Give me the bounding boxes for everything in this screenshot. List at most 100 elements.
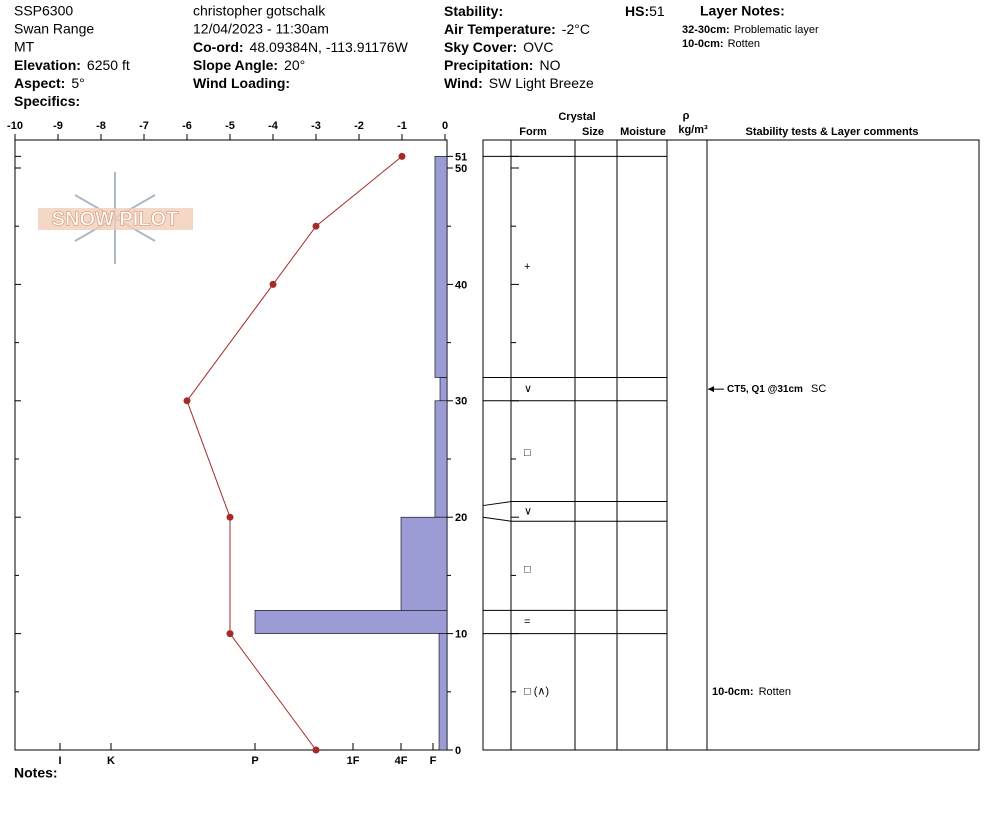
hs: HS:51 (625, 3, 665, 19)
rho: ρ (683, 110, 690, 122)
header-field: Air Temperature: -2°C (444, 21, 590, 37)
header-text: 12/04/2023 - 11:30am (193, 21, 329, 37)
hardness-label: I (58, 755, 61, 767)
field-value: -2°C (562, 21, 590, 37)
y-tick-label: 10 (455, 629, 467, 641)
grain-form: □ (524, 563, 531, 575)
hardness-label: K (107, 755, 115, 767)
y-tick-label: 30 (455, 396, 467, 408)
hardness-label: 4F (395, 755, 408, 767)
grain-form: ∨ (524, 383, 532, 395)
temperature-point (226, 513, 234, 521)
x-tick-label: -4 (268, 120, 279, 132)
y-tick-label: 51 (455, 151, 467, 163)
grain-form: = (524, 616, 530, 628)
field-label: Precipitation: (444, 57, 533, 73)
field-label: Stability: (444, 3, 503, 19)
field-label: Aspect: (14, 75, 65, 91)
y-tick-label: 0 (455, 745, 461, 757)
table-frame (482, 139, 980, 751)
field-value: NO (539, 57, 560, 73)
field-value: SW Light Breeze (489, 75, 594, 91)
field-value: OVC (523, 39, 553, 55)
test-text: CT5, Q1 @31cm (727, 384, 803, 395)
x-tick-label: -2 (354, 120, 364, 132)
grain-form: □ (524, 447, 531, 459)
y-tick-label: 40 (455, 279, 467, 291)
temperature-point (312, 746, 320, 754)
layer-note: 10-0cm: Rotten (682, 38, 760, 50)
hs-value: 51 (649, 3, 665, 19)
note-label: 10-0cm: (682, 38, 724, 50)
temperature-point (183, 397, 191, 405)
comment-label: 10-0cm: (712, 686, 754, 698)
field-label: Sky Cover: (444, 39, 517, 55)
field-label: Elevation: (14, 57, 81, 73)
x-tick-label: -3 (311, 120, 321, 132)
header-field: Wind Loading: (193, 75, 290, 91)
header-field: Aspect: 5° (14, 75, 85, 91)
field-value: 20° (284, 57, 305, 73)
layer-comment: 10-0cm: Rotten (712, 686, 791, 698)
grain-form: □ (∧) (524, 686, 549, 698)
note-label: 32-30cm: (682, 24, 730, 36)
comment-text: Rotten (759, 686, 791, 698)
field-label: Wind: (444, 75, 483, 91)
hardness-label: F (430, 755, 437, 767)
y-tick-label: 20 (455, 512, 467, 524)
field-value: 48.09384N, -113.91176W (250, 39, 409, 55)
x-tick-label: -5 (225, 120, 235, 132)
hardness-bar (400, 516, 448, 611)
x-tick-label: -6 (182, 120, 192, 132)
note-value: Problematic layer (734, 24, 819, 36)
field-value: 5° (71, 75, 84, 91)
temperature-point (226, 630, 234, 638)
header-text: SSP6300 (14, 3, 73, 19)
arrow-head (708, 386, 714, 393)
header-field: Elevation: 6250 ft (14, 57, 130, 73)
grain-form: + (524, 261, 530, 273)
header-text: christopher gotschalk (193, 3, 326, 19)
header-field: Wind: SW Light Breeze (444, 75, 594, 91)
temperature-point (269, 280, 277, 288)
hs-label: HS: (625, 3, 649, 19)
header-text: MT (14, 39, 35, 55)
grain-form: ∨ (524, 505, 532, 517)
hardness-bar (439, 377, 448, 402)
boundary-slant (482, 516, 512, 522)
header-text: Swan Range (14, 21, 94, 37)
field-label: Wind Loading: (193, 75, 290, 91)
hardness-bar (434, 156, 448, 378)
header-field: Stability: (444, 3, 503, 19)
hardness-label: P (251, 755, 258, 767)
header-field: Sky Cover: OVC (444, 39, 554, 55)
logo-band (38, 208, 193, 230)
x-tick-label: 0 (442, 120, 448, 132)
temperature-point (398, 152, 406, 160)
rho-unit: kg/m³ (678, 124, 708, 136)
field-label: Specifics: (14, 93, 80, 109)
field-value: 6250 ft (87, 57, 130, 73)
x-tick-label: -1 (397, 120, 407, 132)
header-field: Co-ord: 48.09384N, -113.91176W (193, 39, 409, 55)
header-field: Specifics: (14, 93, 80, 109)
header-field: Slope Angle: 20° (193, 57, 305, 73)
hardness-label: 1F (347, 755, 360, 767)
layer-notes-title: Layer Notes: (700, 3, 785, 19)
test-code: SC (811, 383, 826, 395)
x-tick-label: -7 (139, 120, 149, 132)
column-header: Form (519, 126, 547, 138)
column-header: Moisture (620, 126, 666, 138)
x-tick-label: -9 (53, 120, 63, 132)
header-field: Precipitation: NO (444, 57, 561, 73)
column-header: Size (582, 126, 604, 138)
notes: Notes: (14, 765, 58, 781)
comments-header: Stability tests & Layer comments (745, 126, 918, 138)
note-value: Rotten (728, 38, 760, 50)
y-tick-label: 50 (455, 163, 467, 175)
field-label: Slope Angle: (193, 57, 278, 73)
crystal-header: Crystal (558, 111, 595, 123)
hardness-bar (254, 610, 448, 634)
layer-note: 32-30cm: Problematic layer (682, 24, 819, 36)
